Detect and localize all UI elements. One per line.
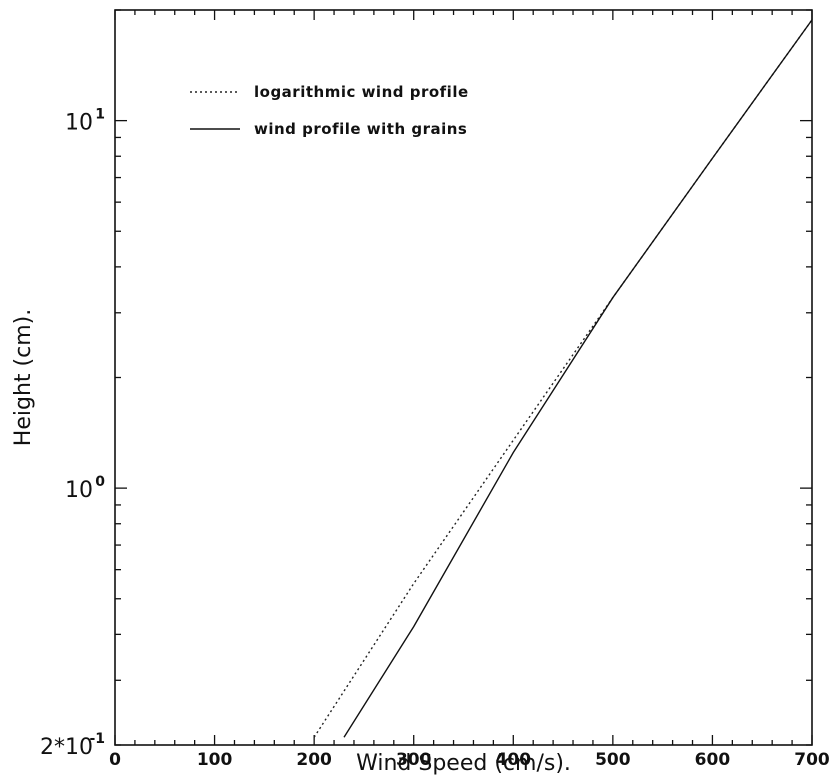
x-tick-label: 0: [109, 750, 121, 770]
y-tick-label: 10: [65, 111, 93, 136]
x-tick-label: 300: [396, 750, 432, 770]
x-tick-label: 500: [595, 750, 631, 770]
series-line: [343, 19, 813, 738]
x-tick-label: 400: [496, 750, 532, 770]
series-lines: [313, 19, 813, 738]
x-axis-ticks: 0 100 200 300 400 500 600 700: [109, 10, 830, 770]
x-tick-label: 700: [794, 750, 830, 770]
x-tick-label: 100: [197, 750, 233, 770]
legend-label: wind profile with grains: [254, 120, 467, 138]
y-axis-title: Height (cm).: [11, 309, 36, 446]
y-tick-exponent: -1: [89, 731, 105, 747]
y-tick-exponent: 0: [95, 474, 105, 490]
y-tick-label: 2*10: [40, 735, 93, 760]
legend-label: logarithmic wind profile: [254, 83, 469, 101]
y-tick-label: 10: [65, 478, 93, 503]
x-tick-label: 200: [296, 750, 332, 770]
y-tick-exponent: 1: [95, 107, 105, 123]
x-tick-label: 600: [695, 750, 731, 770]
x-axis-title: Wind Speed (cm/s).: [356, 751, 571, 776]
legend: logarithmic wind profile wind profile wit…: [190, 83, 469, 138]
